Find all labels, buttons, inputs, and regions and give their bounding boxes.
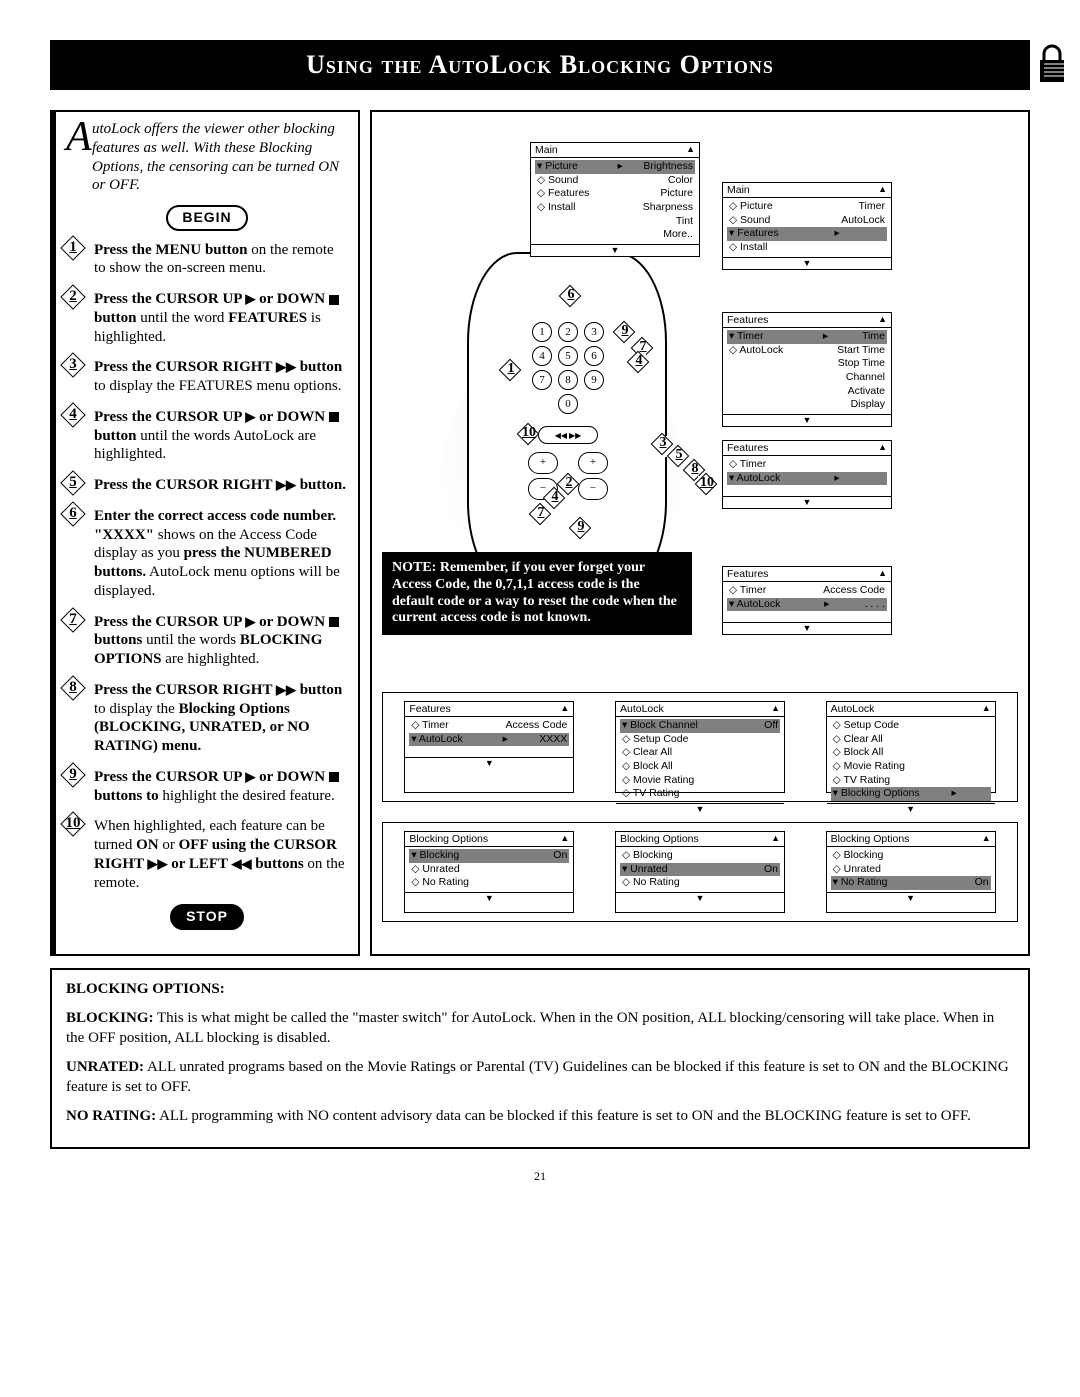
- step-8: 8Press the CURSOR RIGHT ▶▶ button to dis…: [66, 681, 348, 756]
- stop-pill: STOP: [170, 904, 244, 930]
- menu-features-4: Features▲◇ TimerAccess Code▾ AutoLock▸XX…: [404, 701, 574, 793]
- menu-row-2: Blocking Options▲▾ BlockingOn◇ Unrated◇ …: [382, 822, 1018, 922]
- step-4: 4Press the CURSOR UP ▶ or DOWN button un…: [66, 408, 348, 464]
- step-6: 6Enter the correct access code number. "…: [66, 507, 348, 601]
- main-content: A utoLock offers the viewer other blocki…: [50, 110, 1030, 956]
- step-10: 10When highlighted, each feature can be …: [66, 817, 348, 892]
- def-unrated: UNRATED: ALL unrated programs based on t…: [66, 1058, 1014, 1097]
- menu-main-2: Main▲◇ PictureTimer◇ SoundAutoLock▾ Feat…: [722, 182, 892, 270]
- lock-icon: [1034, 42, 1070, 86]
- dropcap: A: [66, 116, 92, 158]
- menu-features-2: Features▲◇ Timer▾ AutoLock▸▼: [722, 440, 892, 509]
- menu-row-1: Features▲◇ TimerAccess Code▾ AutoLock▸XX…: [382, 692, 1018, 802]
- step-3: 3Press the CURSOR RIGHT ▶▶ button to dis…: [66, 358, 348, 396]
- def-norating: NO RATING: ALL programming with NO conte…: [66, 1107, 1014, 1127]
- menu-blocking-2: Blocking Options▲◇ Blocking▾ UnratedOn◇ …: [615, 831, 785, 913]
- menu-blocking-3: Blocking Options▲◇ Blocking◇ Unrated▾ No…: [826, 831, 996, 913]
- begin-marker: BEGIN: [66, 205, 348, 231]
- step-5: 5Press the CURSOR RIGHT ▶▶ button.: [66, 476, 348, 495]
- step-7: 7Press the CURSOR UP ▶ or DOWN buttons u…: [66, 613, 348, 669]
- step-9: 9Press the CURSOR UP ▶ or DOWN buttons t…: [66, 768, 348, 806]
- menu-features-3: Features▲◇ TimerAccess Code▾ AutoLock▸. …: [722, 566, 892, 635]
- page-number: 21: [50, 1169, 1030, 1184]
- page-title: Using the AutoLock Blocking Options: [306, 50, 774, 79]
- instructions-column: A utoLock offers the viewer other blocki…: [50, 110, 360, 956]
- step-2: 2Press the CURSOR UP ▶ or DOWN button un…: [66, 290, 348, 346]
- stop-marker: STOP: [66, 904, 348, 930]
- menu-features-1: Features▲▾ Timer▸Time◇ AutoLockStart Tim…: [722, 312, 892, 427]
- menu-autolock-2: AutoLock▲◇ Setup Code◇ Clear All◇ Block …: [826, 701, 996, 793]
- page-title-bar: Using the AutoLock Blocking Options: [50, 40, 1030, 90]
- def-blocking: BLOCKING: This is what might be called t…: [66, 1009, 1014, 1048]
- illustration-column: 1 2 3 4 5 6 7 8 9 0 + + − − ◀◀ ▶▶: [370, 110, 1030, 956]
- menu-blocking-1: Blocking Options▲▾ BlockingOn◇ Unrated◇ …: [404, 831, 574, 913]
- step-1: 1Press the MENU button on the remote to …: [66, 241, 348, 279]
- blocking-options-definitions: BLOCKING OPTIONS: BLOCKING: This is what…: [50, 968, 1030, 1149]
- begin-pill: BEGIN: [166, 205, 247, 231]
- blocking-options-heading: BLOCKING OPTIONS:: [66, 981, 225, 997]
- menu-main-1: Main▲▾ Picture▸Brightness◇ SoundColor◇ F…: [530, 142, 700, 257]
- note-box: NOTE: Remember, if you ever forget your …: [382, 552, 692, 635]
- intro-text: A utoLock offers the viewer other blocki…: [66, 120, 348, 195]
- tv-illustration: 1 2 3 4 5 6 7 8 9 0 + + − − ◀◀ ▶▶: [382, 122, 1018, 542]
- menu-autolock-1: AutoLock▲▾ Block ChannelOff◇ Setup Code◇…: [615, 701, 785, 793]
